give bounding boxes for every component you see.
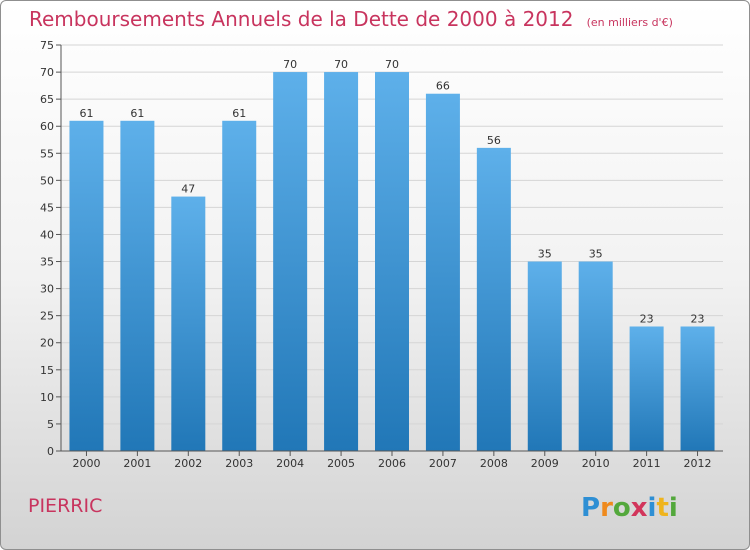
bar-2003 (222, 120, 257, 451)
bar-2000 (69, 120, 104, 451)
bar-value-label: 61 (79, 107, 93, 120)
proxiti-logo: Proxiti (581, 493, 678, 523)
bar-2011 (629, 326, 664, 451)
x-tick-label: 2010 (582, 457, 610, 470)
x-tick-label: 2005 (327, 457, 355, 470)
bar-2004 (273, 72, 308, 452)
y-tick-label: 70 (40, 66, 54, 79)
x-tick-label: 2007 (429, 457, 457, 470)
y-tick-label: 25 (40, 310, 54, 323)
y-tick-label: 40 (40, 228, 54, 241)
y-tick-label: 5 (47, 418, 54, 431)
y-tick-label: 65 (40, 93, 54, 106)
y-tick-label: 10 (40, 391, 54, 404)
bar-value-label: 61 (232, 107, 246, 120)
x-tick-label: 2002 (174, 457, 202, 470)
x-axis: 2000 2001 2002 2003 2004 2005 2006 2007 2008 2009… (61, 450, 723, 470)
x-tick-label: 2000 (72, 457, 100, 470)
x-tick-label: 2012 (684, 457, 712, 470)
y-tick-label: 35 (40, 256, 54, 269)
bar-value-label: 70 (334, 58, 348, 71)
bar-2006 (375, 72, 409, 452)
chart-title-unit: (en milliers d'€) (586, 16, 673, 29)
bar-2001 (120, 120, 155, 451)
bar-2005 (324, 72, 359, 452)
bar-value-label: 56 (487, 134, 501, 147)
svg-text:Proxiti: Proxiti (581, 493, 678, 523)
bar-value-label: 70 (283, 58, 297, 71)
bar-value-label: 23 (691, 312, 705, 325)
y-tick-label: 30 (40, 283, 54, 296)
x-tick-label: 2011 (633, 457, 661, 470)
x-tick-label: 2001 (123, 457, 151, 470)
bar-value-label: 35 (538, 248, 552, 261)
bar-value-label: 61 (130, 107, 144, 120)
y-tick-label: 55 (40, 147, 54, 160)
bar-value-label: 70 (385, 58, 399, 71)
bar-2008 (476, 147, 511, 451)
y-tick-label: 0 (47, 445, 54, 458)
bar-value-label: 66 (436, 80, 450, 93)
bar-2012 (680, 326, 715, 451)
chart-title-main: Remboursements Annuels de la Dette de 20… (29, 7, 574, 31)
y-tick-label: 15 (40, 364, 54, 377)
bar-value-label: 47 (181, 183, 195, 196)
bar-2010 (578, 261, 613, 451)
y-tick-label: 20 (40, 337, 54, 350)
x-tick-label: 2004 (276, 457, 304, 470)
y-tick-label: 50 (40, 174, 54, 187)
bars: 61 61 47 61 70 70 70 66 56 35 35 23 23 (69, 58, 715, 452)
x-tick-label: 2006 (378, 457, 406, 470)
bar-value-label: 35 (589, 248, 603, 261)
bar-2009 (527, 261, 562, 451)
bar-value-label: 23 (640, 312, 654, 325)
y-tick-label: 75 (40, 39, 54, 52)
y-axis: 0 5 10 15 20 25 30 35 40 45 50 55 60 65 70 75 (40, 39, 62, 458)
chart-title: Remboursements Annuels de la Dette de 20… (29, 7, 673, 31)
bar-2007 (425, 93, 460, 451)
y-tick-label: 45 (40, 201, 54, 214)
city-name: PIERRIC (28, 495, 103, 517)
x-tick-label: 2008 (480, 457, 508, 470)
x-tick-label: 2003 (225, 457, 253, 470)
bar-2002 (171, 196, 206, 451)
y-tick-label: 60 (40, 120, 54, 133)
x-tick-label: 2009 (531, 457, 559, 470)
